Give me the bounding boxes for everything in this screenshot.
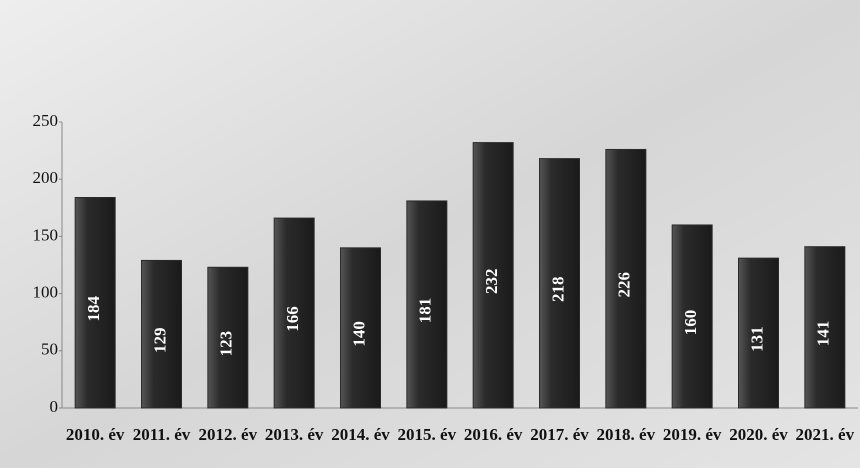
x-tick-label: 2018. év [596, 425, 656, 444]
bar [406, 200, 448, 409]
value-label: 123 [217, 331, 236, 357]
value-label: 141 [814, 321, 833, 347]
value-label: 160 [681, 310, 700, 336]
x-tick-label: 2016. év [463, 425, 523, 444]
value-label: 218 [548, 277, 567, 303]
y-tick-label: 150 [33, 225, 59, 244]
x-tick-label: 2014. év [331, 425, 390, 444]
bar [207, 266, 249, 409]
bar [671, 224, 713, 409]
x-tick-label: 2021. év [795, 425, 855, 444]
x-tick-label: 2020. év [729, 425, 788, 444]
value-label: 184 [84, 296, 103, 322]
x-tick-label: 2015. év [397, 425, 457, 444]
value-label: 226 [615, 272, 634, 298]
x-tick-label: 2019. év [662, 425, 722, 444]
bar [605, 148, 647, 409]
x-tick-label: 2017. év [530, 425, 589, 444]
bar [74, 197, 116, 409]
x-tick-label: 2013. év [264, 425, 324, 444]
bar [738, 257, 779, 409]
y-tick-label: 200 [33, 168, 59, 187]
value-label: 140 [349, 321, 368, 347]
y-tick-label: 0 [50, 397, 59, 416]
bar [141, 259, 182, 409]
value-label: 181 [416, 298, 435, 324]
bar [804, 246, 846, 409]
x-tick-label: 2011. év [132, 425, 191, 444]
bar [539, 158, 580, 409]
y-tick-label: 50 [41, 340, 58, 359]
value-label: 129 [150, 327, 169, 353]
bar [340, 247, 381, 409]
bar [472, 142, 514, 409]
value-label: 131 [747, 326, 766, 352]
y-tick-label: 250 [33, 111, 59, 130]
value-label: 166 [283, 306, 302, 332]
value-label: 232 [482, 269, 501, 295]
bar [273, 217, 315, 409]
y-tick-label: 100 [33, 283, 59, 302]
x-tick-label: 2012. év [198, 425, 258, 444]
x-tick-label: 2010. év [65, 425, 125, 444]
